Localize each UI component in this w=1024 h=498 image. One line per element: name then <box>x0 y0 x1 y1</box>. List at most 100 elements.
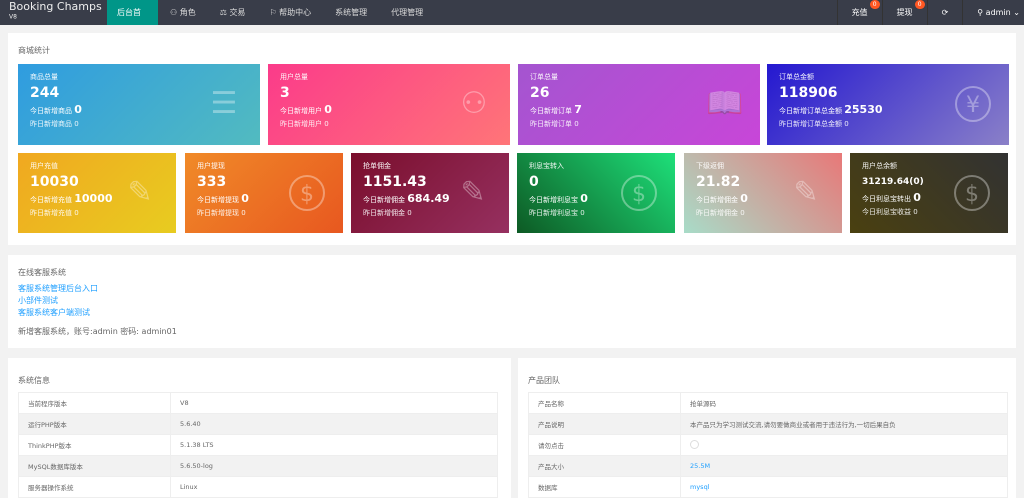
stat-yesterday-value: 0 <box>580 209 585 217</box>
brand-logo[interactable]: Booking Champs V8 <box>0 0 107 26</box>
stat-today: 今日新增提现 0 <box>197 192 331 205</box>
row-value: 5.1.38 LTS <box>180 441 214 449</box>
nav-system[interactable]: 系统管理 <box>335 8 368 17</box>
table-row: ThinkPHP版本 5.1.38 LTS <box>18 434 498 456</box>
stat-today-label: 今日利息宝转出 <box>862 195 911 203</box>
stat-today-value: 0 <box>913 191 921 204</box>
stat-today: 今日新增订单 7 <box>530 103 748 116</box>
stat-title: 商品总量 <box>30 73 58 81</box>
nav-label: 交易 <box>229 8 246 17</box>
row-value: 5.6.40 <box>180 420 201 428</box>
stat-title: 订单总金额 <box>779 73 814 81</box>
withdraw-label: 提现 <box>896 8 913 17</box>
row-label: 运行PHP版本 <box>18 413 171 435</box>
stat-today-label: 今日新增提现 <box>197 196 239 204</box>
stat-today: 今日新增用户 0 <box>280 103 498 116</box>
service-client-test-link[interactable]: 客服系统客户端测试 <box>18 308 90 317</box>
withdraw-button[interactable]: 提现 0 <box>881 0 927 25</box>
stat-today: 今日新增订单总金额 25530 <box>779 103 997 116</box>
table-row: 服务器操作系统 Linux <box>18 476 498 498</box>
stat-card: 利息宝转入 0 今日新增利息宝 0 昨日新增利息宝 0 $ <box>517 153 675 233</box>
table-row: 产品说明 本产品只为学习测试交流,请勿要做商业或者用于违法行为,一切后果自负 <box>528 413 1008 435</box>
row-label: 产品名称 <box>528 392 681 414</box>
row-value-cell: V8 <box>170 392 498 414</box>
stat-today-value: 10000 <box>74 192 113 205</box>
users-icon: ⚇ <box>460 86 488 121</box>
yen-icon: ¥ <box>955 86 991 122</box>
stat-yesterday-value: 0 <box>324 120 329 128</box>
username: admin <box>985 8 1011 17</box>
row-value-cell: 25.5M <box>680 455 1008 477</box>
nav-home[interactable]: 后台首页 <box>107 0 158 42</box>
edit-icon: ✎ <box>127 175 153 210</box>
stat-yesterday-label: 昨日新增订单总金额 <box>779 120 842 128</box>
row-value: Linux <box>180 483 198 491</box>
service-admin-link[interactable]: 客服系统管理后台入口 <box>18 284 98 293</box>
recharge-label: 充值 <box>851 8 868 17</box>
layers-icon: ☰ <box>210 86 238 121</box>
stat-today: 今日利息宝转出 0 <box>862 191 996 204</box>
stat-yesterday-value: 0 <box>740 209 745 217</box>
stat-yesterday: 昨日新增订单总金额 0 <box>779 119 997 129</box>
row-label: 数据库 <box>528 476 681 498</box>
stat-yesterday-value: 0 <box>407 209 412 217</box>
stat-card: 抢单佣金 1151.43 今日新增佣金 684.49 昨日新增佣金 0 ✎ <box>351 153 509 233</box>
stat-yesterday: 今日利息宝收益 0 <box>862 207 996 217</box>
table-row: 当前程序版本 V8 <box>18 392 498 414</box>
stat-card: 下级返佣 21.82 今日新增佣金 0 昨日新增佣金 0 ✎ <box>684 153 842 233</box>
row-value[interactable]: 25.5M <box>690 462 711 470</box>
nav-trade[interactable]: ⚖ 交易 <box>219 8 246 17</box>
stat-title: 用户充值 <box>30 162 58 170</box>
stat-card: 用户总余额 31219.64(0) 今日利息宝转出 0 今日利息宝收益 0 $ <box>850 153 1008 233</box>
stat-yesterday-label: 昨日新增提现 <box>197 209 239 217</box>
stat-yesterday: 昨日新增佣金 0 <box>363 208 497 218</box>
stat-yesterday-label: 昨日新增充值 <box>30 209 72 217</box>
widget-test-link[interactable]: 小部件测试 <box>18 296 58 305</box>
stat-title: 下级返佣 <box>696 162 724 170</box>
stat-yesterday-value: 0 <box>74 120 79 128</box>
row-value[interactable]: mysql <box>690 483 710 491</box>
team-panel: 产品团队 产品名称 抢单源码 产品说明 本产品只为学习测试交流,请勿要做商业或者用于违… <box>518 358 1016 498</box>
nav-roles[interactable]: ⚇ 角色 <box>170 8 196 17</box>
stat-today-value: 0 <box>580 192 588 205</box>
stat-today: 今日新增佣金 684.49 <box>363 192 497 205</box>
table-row: 产品名称 抢单源码 <box>528 392 1008 414</box>
stat-today-value: 0 <box>324 103 332 116</box>
stat-yesterday-label: 昨日新增用户 <box>280 120 322 128</box>
edit-icon: ✎ <box>460 175 486 210</box>
stat-value: 1151.43 <box>363 174 427 190</box>
row-value-cell: 5.1.38 LTS <box>170 434 498 456</box>
row-value-cell: 本产品只为学习测试交流,请勿要做商业或者用于违法行为,一切后果自负 <box>680 413 1008 435</box>
user-menu[interactable]: ⚲ admin ⌄ <box>962 0 1024 25</box>
nav-label: 角色 <box>179 8 196 17</box>
stat-yesterday: 昨日新增用户 0 <box>280 119 498 129</box>
dollar-icon: $ <box>954 175 990 211</box>
stat-value: 26 <box>530 85 550 101</box>
recharge-button[interactable]: 充值 0 <box>836 0 882 25</box>
stat-yesterday-value: 0 <box>574 120 579 128</box>
stat-yesterday: 昨日新增佣金 0 <box>696 208 830 218</box>
sysinfo-panel: 系统信息 当前程序版本 V8 运行PHP版本 5.6.40 ThinkPHP版本 5.1.… <box>8 358 511 498</box>
nav-agent[interactable]: 代理管理 <box>391 8 424 17</box>
stat-yesterday-label: 昨日新增佣金 <box>696 209 738 217</box>
stat-today: 今日新增佣金 0 <box>696 192 830 205</box>
stat-today-value: 684.49 <box>407 192 450 205</box>
row-value-cell: 5.6.50-log <box>170 455 498 477</box>
stat-value: 333 <box>197 174 227 190</box>
row-value: 抢单源码 <box>690 400 716 408</box>
stat-value: 21.82 <box>696 174 741 190</box>
stat-yesterday-label: 昨日新增利息宝 <box>529 209 578 217</box>
nav-help[interactable]: ⚐ 帮助中心 <box>269 8 312 17</box>
nav-label: 帮助中心 <box>279 8 312 17</box>
donate-icon[interactable] <box>690 439 699 449</box>
stat-yesterday: 昨日新增提现 0 <box>197 208 331 218</box>
refresh-icon[interactable]: ⟳ <box>926 0 963 25</box>
sysinfo-title: 系统信息 <box>18 376 50 385</box>
stat-card: 商品总量 244 今日新增商品 0 昨日新增商品 0 ☰ <box>18 64 260 145</box>
row-value-cell: 5.6.40 <box>170 413 498 435</box>
row-label: 产品说明 <box>528 413 681 435</box>
stat-title: 订单总量 <box>530 73 558 81</box>
stat-value: 31219.64(0) <box>862 177 924 187</box>
row-label: 请勿点击 <box>528 434 681 456</box>
stat-yesterday-label: 今日利息宝收益 <box>862 208 911 216</box>
